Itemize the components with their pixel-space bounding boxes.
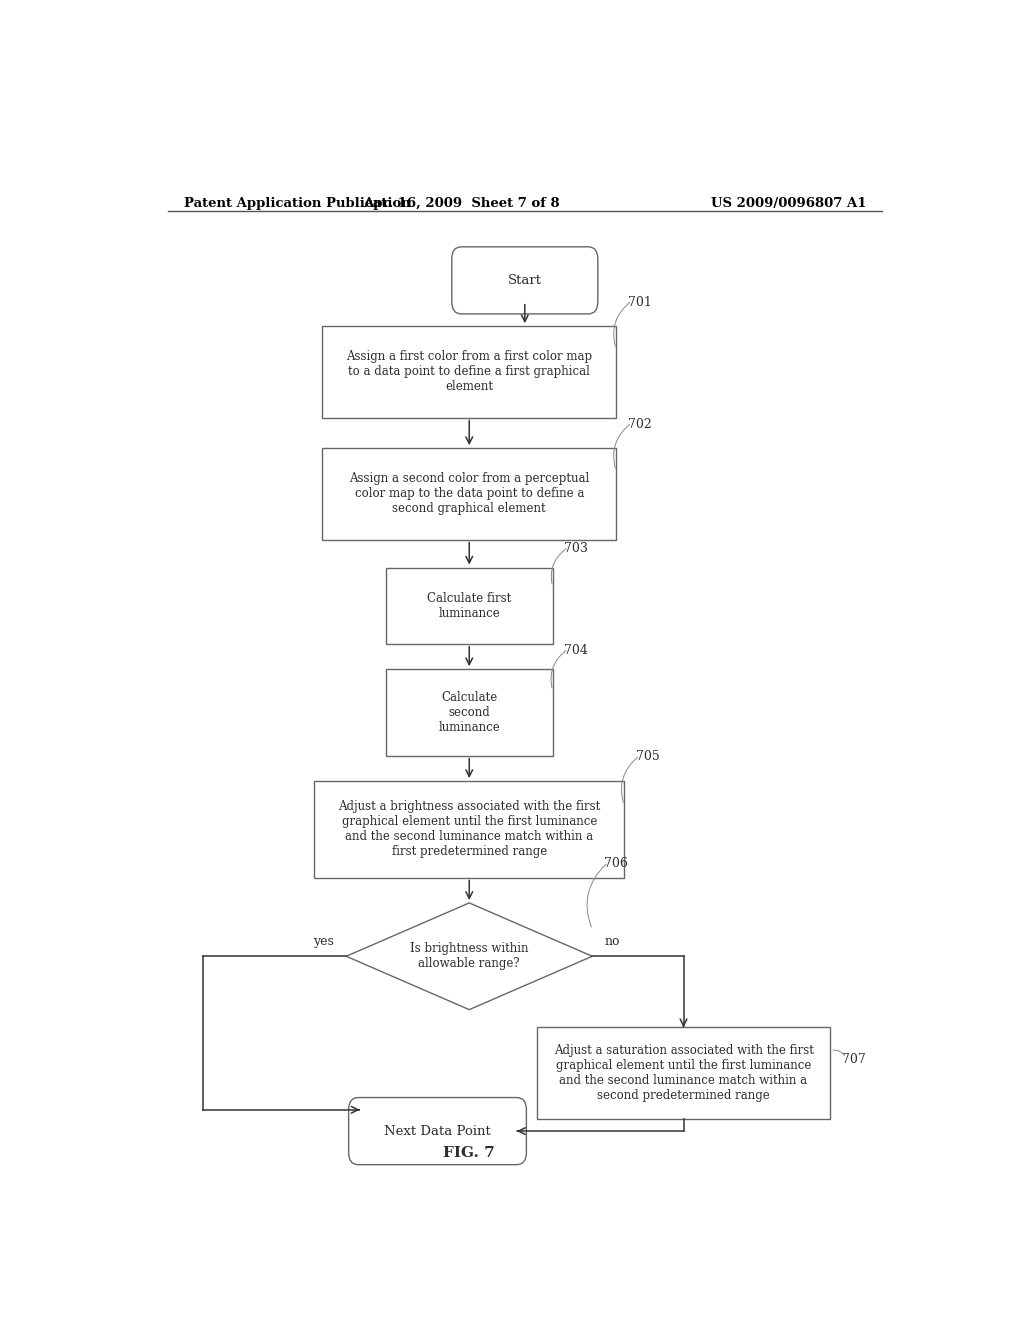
Text: Is brightness within
allowable range?: Is brightness within allowable range? [410,942,528,970]
Bar [323,326,616,417]
Text: Assign a first color from a first color map
to a data point to define a first gr: Assign a first color from a first color … [346,350,592,393]
Bar [386,669,553,755]
Text: Patent Application Publication: Patent Application Publication [183,197,411,210]
Text: Calculate
second
luminance: Calculate second luminance [438,690,500,734]
Text: Calculate first
luminance: Calculate first luminance [427,591,511,619]
Polygon shape [346,903,592,1010]
Text: Adjust a brightness associated with the first
graphical element until the first : Adjust a brightness associated with the … [338,800,600,858]
Text: 703: 703 [564,543,589,556]
Text: US 2009/0096807 A1: US 2009/0096807 A1 [711,197,866,210]
Text: Start: Start [508,273,542,286]
Text: 702: 702 [628,417,651,430]
Text: 701: 701 [628,296,652,309]
Bar [323,447,616,540]
Bar [386,568,553,644]
Bar [537,1027,830,1119]
Text: Apr. 16, 2009  Sheet 7 of 8: Apr. 16, 2009 Sheet 7 of 8 [362,197,560,210]
Text: 706: 706 [604,857,628,870]
Text: no: no [604,935,620,948]
Text: Adjust a saturation associated with the first
graphical element until the first : Adjust a saturation associated with the … [554,1044,813,1102]
Text: yes: yes [313,935,334,948]
Text: 705: 705 [636,751,659,763]
Text: Next Data Point: Next Data Point [384,1125,490,1138]
FancyBboxPatch shape [452,247,598,314]
Bar [314,781,624,878]
FancyBboxPatch shape [348,1097,526,1164]
Text: Assign a second color from a perceptual
color map to the data point to define a
: Assign a second color from a perceptual … [349,473,590,515]
Text: FIG. 7: FIG. 7 [443,1146,496,1159]
Text: 704: 704 [564,644,589,657]
Text: 707: 707 [842,1053,866,1065]
